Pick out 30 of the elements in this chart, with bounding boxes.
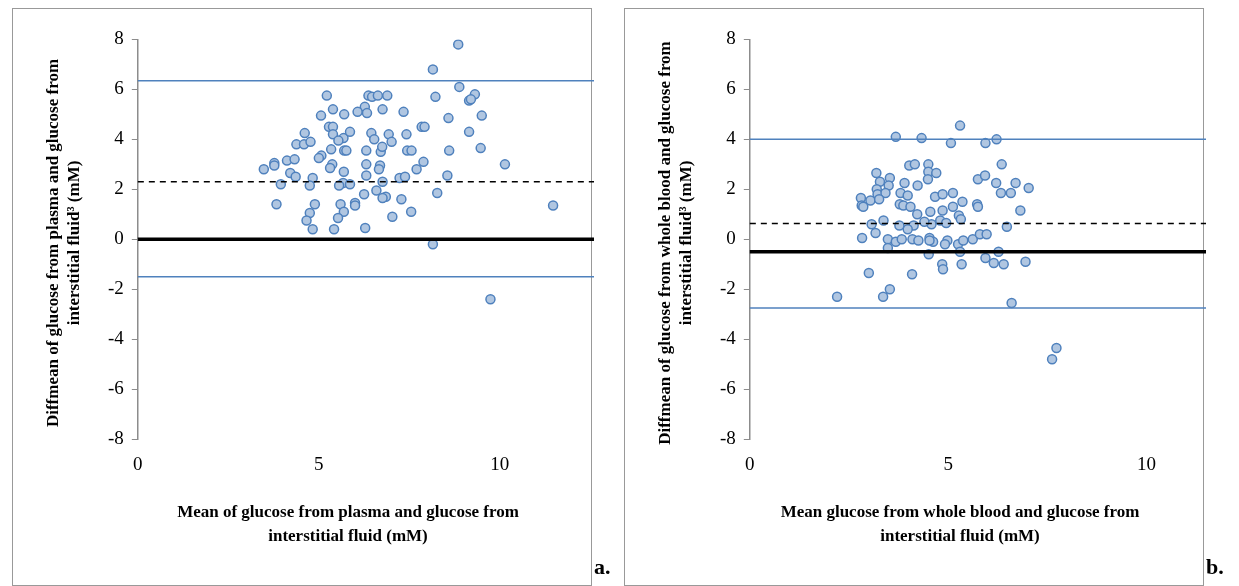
x-tick-label: 10	[490, 452, 510, 474]
x-tick-label: 0	[133, 452, 143, 474]
x-axis-title: Mean glucose from whole blood and glucose from interstitial fluid (mM)	[779, 501, 1141, 547]
y-tick-label: -8	[720, 427, 736, 449]
x-tick-label: 5	[314, 452, 324, 474]
text: b.	[1206, 554, 1224, 580]
y-tick-label: 2	[726, 177, 736, 199]
y-tick-label: -8	[108, 427, 124, 449]
y-tick-label: -2	[720, 277, 736, 299]
y-tick-label: 0	[114, 227, 124, 249]
y-tick-label: 6	[114, 77, 124, 99]
y-tick-label: 6	[726, 77, 736, 99]
x-tick-label: 10	[1137, 452, 1156, 474]
y-tick-label: 4	[114, 127, 125, 149]
y-tick-label: -2	[108, 277, 124, 299]
y-tick-label: 8	[726, 27, 736, 49]
y-tick-label: -4	[720, 327, 737, 349]
y-tick-label: 0	[726, 227, 736, 249]
y-tick-label: 4	[726, 127, 737, 149]
y-tick-label: -6	[108, 377, 124, 399]
y-tick-label: -6	[720, 377, 736, 399]
x-tick-label: 0	[745, 452, 755, 474]
y-axis-title: Diffmean of glucose from plasma and glucose from interstitial fluid³ (mM)	[42, 57, 84, 430]
y-tick-label: 2	[114, 177, 124, 199]
y-tick-label: -4	[108, 327, 125, 349]
y-axis-title: Diffmean of glucose from whole blood and glucose from interstitial fluid³ (mM)	[654, 40, 696, 447]
text: a.	[594, 554, 611, 580]
x-axis-title: Mean of glucose from plasma and glucose from interstitial fluid (mM)	[176, 501, 520, 547]
y-tick-label: 8	[114, 27, 124, 49]
x-tick-label: 5	[943, 452, 953, 474]
